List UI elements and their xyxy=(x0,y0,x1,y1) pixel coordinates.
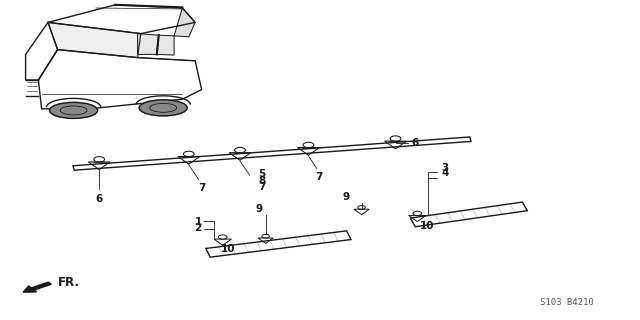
Polygon shape xyxy=(48,22,141,58)
Text: 6: 6 xyxy=(411,138,418,148)
Text: 7: 7 xyxy=(198,183,205,193)
Text: 4: 4 xyxy=(441,168,449,178)
Text: 7: 7 xyxy=(316,172,323,182)
Ellipse shape xyxy=(140,100,187,116)
Text: FR.: FR. xyxy=(58,276,79,289)
Text: S103 B4210: S103 B4210 xyxy=(540,298,593,307)
Text: 2: 2 xyxy=(195,223,202,233)
FancyArrow shape xyxy=(23,282,51,292)
Text: 10: 10 xyxy=(221,244,236,254)
Text: 6: 6 xyxy=(95,194,103,204)
Text: 8: 8 xyxy=(258,176,265,186)
Polygon shape xyxy=(157,35,174,55)
Text: 10: 10 xyxy=(420,221,435,231)
Text: 7: 7 xyxy=(258,182,266,192)
Text: 5: 5 xyxy=(258,169,265,180)
Text: 9: 9 xyxy=(342,192,349,202)
Polygon shape xyxy=(138,34,159,54)
Polygon shape xyxy=(174,8,195,37)
Ellipse shape xyxy=(50,102,98,118)
Text: 3: 3 xyxy=(441,163,449,173)
Text: 1: 1 xyxy=(195,217,202,228)
Text: 9: 9 xyxy=(255,204,263,214)
